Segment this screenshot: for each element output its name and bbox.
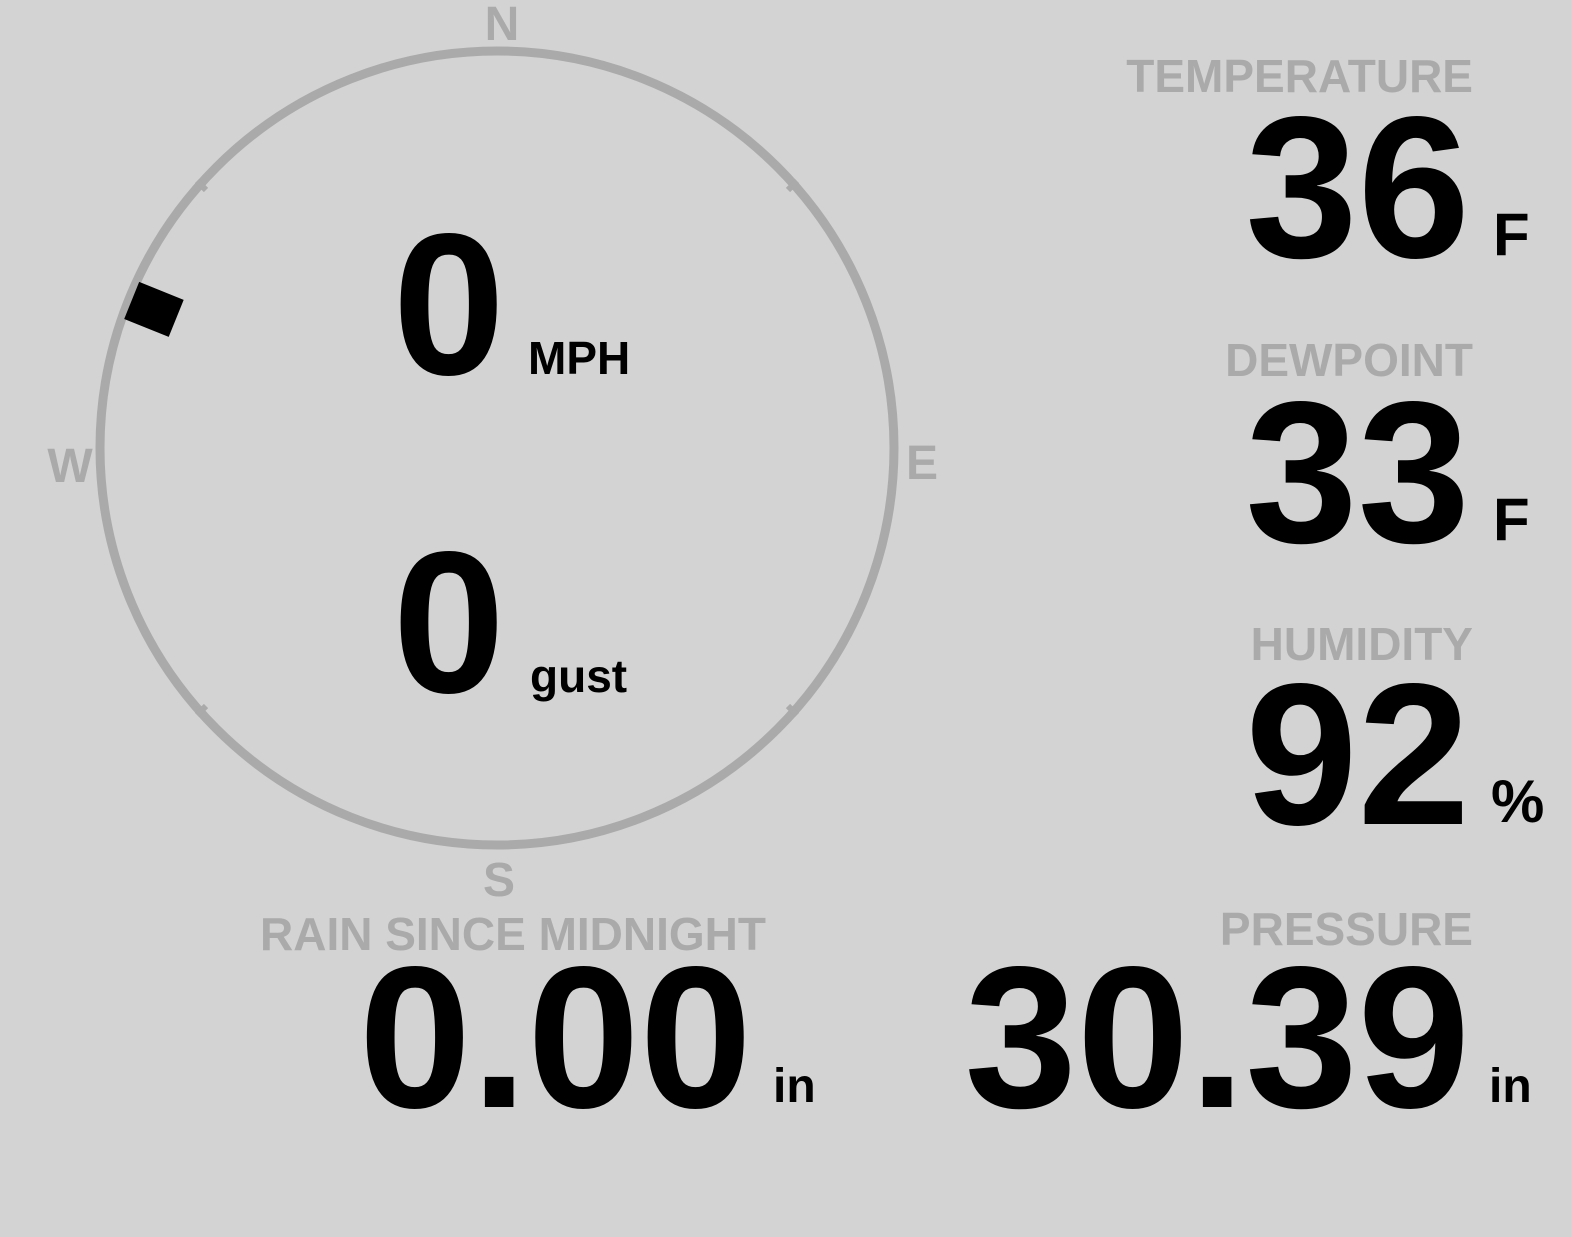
temperature-value: 36: [1245, 74, 1470, 300]
wind-speed-value: 0: [392, 191, 505, 417]
humidity-value: 92: [1245, 641, 1470, 867]
wind-gust-value: 0: [392, 509, 505, 735]
compass-west-label: W: [47, 440, 93, 493]
rain-value: 0.00: [358, 924, 752, 1150]
dewpoint-label: DEWPOINT: [1225, 334, 1473, 386]
pressure-label: PRESSURE: [1219, 903, 1473, 955]
temperature-label: TEMPERATURE: [1126, 50, 1473, 102]
pressure-value: 30.39: [964, 924, 1471, 1150]
humidity-unit: %: [1491, 768, 1545, 835]
temperature-unit: F: [1493, 201, 1530, 268]
wind-gust-unit: gust: [530, 650, 628, 702]
rain-label: RAIN SINCE MIDNIGHT: [260, 908, 766, 960]
compass-ring: [95, 46, 899, 850]
wind-direction-marker: [124, 281, 184, 337]
compass-ticks: [194, 178, 800, 718]
wind-speed-unit: MPH: [528, 332, 631, 384]
dewpoint-unit: F: [1493, 486, 1530, 553]
dewpoint-value: 33: [1245, 359, 1470, 585]
compass-north-label: N: [484, 0, 520, 51]
compass-east-label: E: [905, 437, 939, 490]
humidity-label: HUMIDITY: [1250, 618, 1473, 670]
rain-unit: in: [773, 1060, 816, 1113]
compass-south-label: S: [482, 854, 516, 907]
pressure-unit: in: [1489, 1060, 1532, 1113]
